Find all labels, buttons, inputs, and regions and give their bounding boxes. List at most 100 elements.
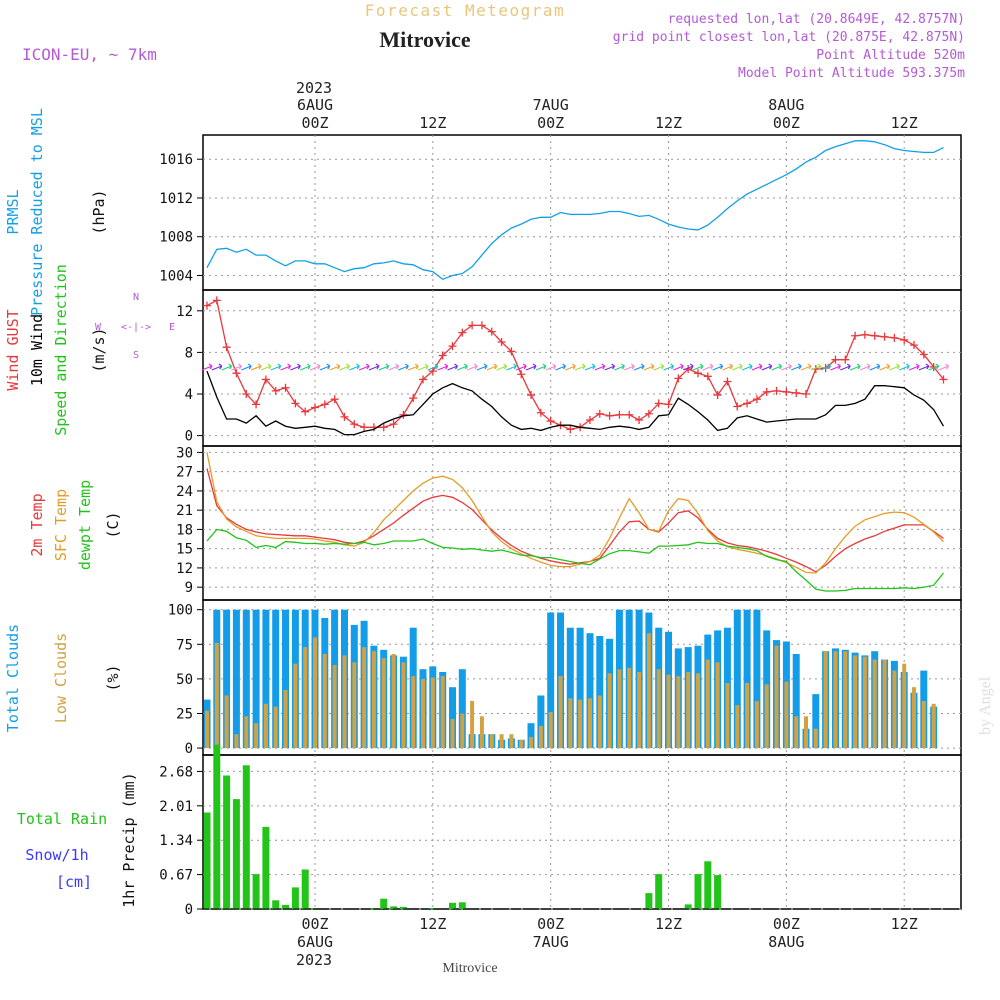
gust-marker xyxy=(733,402,742,411)
top-axis-time: 12Z xyxy=(419,114,446,132)
gust-marker xyxy=(841,355,850,364)
gust-marker xyxy=(301,407,310,416)
data-bar xyxy=(586,633,594,749)
gust-marker xyxy=(281,383,290,392)
data-bar xyxy=(655,874,663,909)
wind-direction-arrow xyxy=(260,363,272,371)
wind-direction-arrow xyxy=(476,363,488,371)
data-bar xyxy=(303,647,308,749)
data-bar xyxy=(931,703,936,749)
y-tick-label: 2.01 xyxy=(159,799,193,815)
data-bar xyxy=(578,699,583,748)
data-bar xyxy=(440,676,445,749)
data-bar xyxy=(244,716,249,749)
data-bar xyxy=(715,662,720,749)
data-bar xyxy=(537,695,545,749)
data-bar xyxy=(499,734,504,748)
data-bar xyxy=(529,737,533,749)
bottom-axis-date: 6AUG xyxy=(297,933,333,951)
pressure-panel: 1004 1008 1012 1016 PRMSL Pressure Reduced to… xyxy=(4,108,962,316)
bottom-axis-year: 2023 xyxy=(296,951,332,969)
series-line xyxy=(206,468,944,573)
data-bar xyxy=(568,698,573,749)
data-bar xyxy=(714,875,722,909)
gust-marker xyxy=(723,377,732,386)
data-bar xyxy=(223,609,231,749)
panel-frame xyxy=(202,289,962,447)
top-axis-time: 12Z xyxy=(655,114,682,132)
wind-direction-arrow xyxy=(732,363,743,371)
data-bar xyxy=(576,627,584,749)
wind-panel: 0 4 8 12 Wind GUST 10m Wind Speed and Directio… xyxy=(4,264,962,447)
data-bar xyxy=(254,723,259,749)
data-bar xyxy=(519,739,524,749)
gust-marker xyxy=(477,321,486,330)
gust-marker xyxy=(330,395,339,404)
data-bar xyxy=(234,734,239,748)
data-bar xyxy=(449,687,456,749)
gust-marker xyxy=(448,342,457,351)
data-bar xyxy=(479,716,484,749)
temperature-panel: 9 12 15 18 21 24 27 30 2m Temp SFC Temp dewpt Temp… xyxy=(28,445,962,601)
y-tick-label: 25 xyxy=(176,706,193,722)
location-title: Mitrovice xyxy=(379,27,470,52)
gust-marker xyxy=(939,375,948,384)
wind-direction-arrow xyxy=(486,363,498,371)
bottom-axis-time: 12Z xyxy=(655,915,682,933)
series-line xyxy=(206,370,945,436)
data-bar xyxy=(390,906,398,909)
gust-marker xyxy=(585,416,594,424)
y-tick-label: 18 xyxy=(176,522,193,538)
panel-label: Speed and Direction xyxy=(52,264,70,436)
data-bar xyxy=(362,647,367,749)
gust-marker xyxy=(566,425,575,434)
gust-marker xyxy=(635,416,644,424)
y-tick-label: 30 xyxy=(176,445,193,461)
data-bar xyxy=(262,609,270,749)
gust-marker xyxy=(703,372,712,381)
data-bar xyxy=(607,673,612,748)
data-bar xyxy=(627,667,632,749)
wind-direction-arrow xyxy=(437,363,449,371)
wind-direction-arrow xyxy=(407,363,419,371)
data-bar xyxy=(743,609,751,749)
data-bar xyxy=(823,651,828,749)
gust-marker xyxy=(870,331,879,340)
data-bar xyxy=(401,662,406,749)
data-bar xyxy=(902,663,907,749)
data-bar xyxy=(352,662,357,749)
compass-w: W xyxy=(95,322,102,333)
gust-marker xyxy=(644,409,653,418)
wind-direction-arrow xyxy=(496,363,508,371)
wind-direction-arrow xyxy=(761,363,773,371)
gust-marker xyxy=(654,399,663,408)
gust-marker xyxy=(409,394,418,403)
wind-direction-arrow xyxy=(918,363,930,371)
top-axis-date: 7AUG xyxy=(533,96,569,114)
data-bar xyxy=(411,676,416,749)
wind-direction-arrow xyxy=(712,363,724,371)
panel-label: PRMSL xyxy=(4,189,22,234)
wind-direction-arrow xyxy=(790,363,802,371)
data-bar xyxy=(694,874,702,909)
gust-marker xyxy=(693,369,702,378)
gust-marker xyxy=(497,338,506,346)
data-bar xyxy=(645,893,653,909)
gust-marker xyxy=(212,296,221,305)
precip-panel: 0 0.67 1.34 2.01 2.68 Total Rain Snow/1h [cm] 1h… xyxy=(17,744,962,918)
panel-label: Snow/1h xyxy=(25,846,88,864)
y-tick-label: 0.67 xyxy=(159,868,193,884)
data-bar xyxy=(882,659,887,749)
gust-marker xyxy=(782,387,791,396)
data-bar xyxy=(792,654,800,749)
wind-direction-arrow xyxy=(535,363,547,371)
data-bar xyxy=(380,898,388,909)
gust-marker xyxy=(860,330,869,339)
top-axis-time: 00Z xyxy=(537,114,564,132)
wind-direction-arrow xyxy=(555,363,566,371)
wind-direction-arrow xyxy=(290,363,301,371)
data-bar xyxy=(509,734,514,748)
wind-direction-arrow xyxy=(908,363,920,371)
